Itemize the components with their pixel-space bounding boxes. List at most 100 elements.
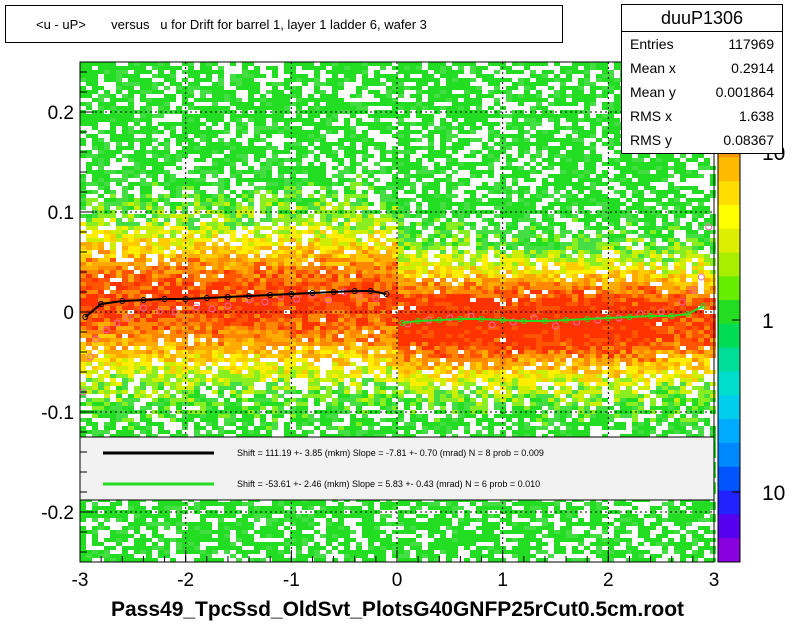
heatmap-cell (206, 238, 212, 242)
heatmap-cell (668, 190, 674, 194)
heatmap-cell (368, 274, 374, 278)
heatmap-cell (278, 178, 284, 182)
heatmap-cell (488, 90, 494, 94)
heatmap-cell (338, 302, 344, 306)
heatmap-cell (140, 302, 146, 306)
heatmap-cell (122, 146, 128, 150)
heatmap-cell (392, 206, 398, 210)
heatmap-cell (80, 222, 86, 226)
heatmap-cell (398, 270, 404, 274)
heatmap-cell (452, 62, 458, 66)
heatmap-cell (380, 302, 386, 306)
heatmap-cell (86, 306, 92, 310)
heatmap-cell (236, 118, 242, 122)
heatmap-cell (512, 166, 518, 170)
heatmap-cell (104, 190, 110, 194)
heatmap-cell (224, 226, 230, 230)
heatmap-cell (266, 66, 272, 70)
heatmap-cell (554, 222, 560, 226)
heatmap-cell (356, 274, 362, 278)
heatmap-cell (92, 182, 98, 186)
heatmap-cell (290, 130, 296, 134)
heatmap-cell (332, 102, 338, 106)
heatmap-cell (170, 190, 176, 194)
heatmap-cell (530, 98, 536, 102)
heatmap-cell (206, 234, 212, 238)
heatmap-cell (596, 238, 602, 242)
heatmap-cell (290, 310, 296, 314)
heatmap-cell (224, 242, 230, 246)
heatmap-cell (440, 86, 446, 90)
heatmap-cell (140, 250, 146, 254)
heatmap-cell (224, 302, 230, 306)
heatmap-cell (350, 286, 356, 290)
heatmap-cell (254, 178, 260, 182)
heatmap-cell (314, 226, 320, 230)
heatmap-cell (680, 154, 686, 158)
heatmap-cell (578, 198, 584, 202)
heatmap-cell (278, 106, 284, 110)
heatmap-cell (308, 150, 314, 154)
heatmap-cell (506, 162, 512, 166)
heatmap-cell (380, 206, 386, 210)
heatmap-cell (158, 98, 164, 102)
heatmap-cell (668, 250, 674, 254)
heatmap-cell (644, 254, 650, 258)
heatmap-cell (80, 302, 86, 306)
heatmap-cell (206, 106, 212, 110)
heatmap-cell (290, 234, 296, 238)
heatmap-cell (458, 294, 464, 298)
heatmap-cell (308, 230, 314, 234)
heatmap-cell (320, 66, 326, 70)
heatmap-cell (296, 190, 302, 194)
heatmap-cell (638, 198, 644, 202)
heatmap-cell (602, 282, 608, 286)
heatmap-cell (314, 238, 320, 242)
heatmap-cell (464, 250, 470, 254)
heatmap-cell (194, 86, 200, 90)
heatmap-cell (506, 230, 512, 234)
heatmap-cell (272, 290, 278, 294)
heatmap-cell (386, 298, 392, 302)
heatmap-cell (440, 90, 446, 94)
heatmap-cell (686, 282, 692, 286)
heatmap-cell (164, 302, 170, 306)
heatmap-cell (578, 130, 584, 134)
heatmap-cell (596, 278, 602, 282)
heatmap-cell (680, 266, 686, 270)
heatmap-cell (224, 90, 230, 94)
heatmap-cell (314, 90, 320, 94)
heatmap-cell (182, 98, 188, 102)
heatmap-cell (446, 106, 452, 110)
heatmap-cell (188, 70, 194, 74)
heatmap-cell (488, 274, 494, 278)
heatmap-cell (524, 142, 530, 146)
heatmap-cell (92, 70, 98, 74)
heatmap-cell (242, 226, 248, 230)
heatmap-cell (164, 62, 170, 66)
heatmap-cell (146, 158, 152, 162)
heatmap-cell (368, 142, 374, 146)
heatmap-cell (584, 186, 590, 190)
heatmap-cell (326, 274, 332, 278)
heatmap-cell (506, 210, 512, 214)
heatmap-cell (92, 278, 98, 282)
heatmap-cell (548, 242, 554, 246)
heatmap-cell (428, 114, 434, 118)
heatmap-cell (170, 122, 176, 126)
heatmap-cell (512, 246, 518, 250)
heatmap-cell (146, 266, 152, 270)
heatmap-cell (638, 254, 644, 258)
heatmap-cell (170, 78, 176, 82)
heatmap-cell (530, 166, 536, 170)
heatmap-cell (620, 214, 626, 218)
heatmap-cell (380, 242, 386, 246)
heatmap-cell (104, 90, 110, 94)
heatmap-cell (536, 298, 542, 302)
heatmap-cell (110, 102, 116, 106)
heatmap-cell (476, 238, 482, 242)
heatmap-cell (374, 78, 380, 82)
heatmap-cell (158, 302, 164, 306)
heatmap-cell (152, 150, 158, 154)
heatmap-cell (260, 306, 266, 310)
